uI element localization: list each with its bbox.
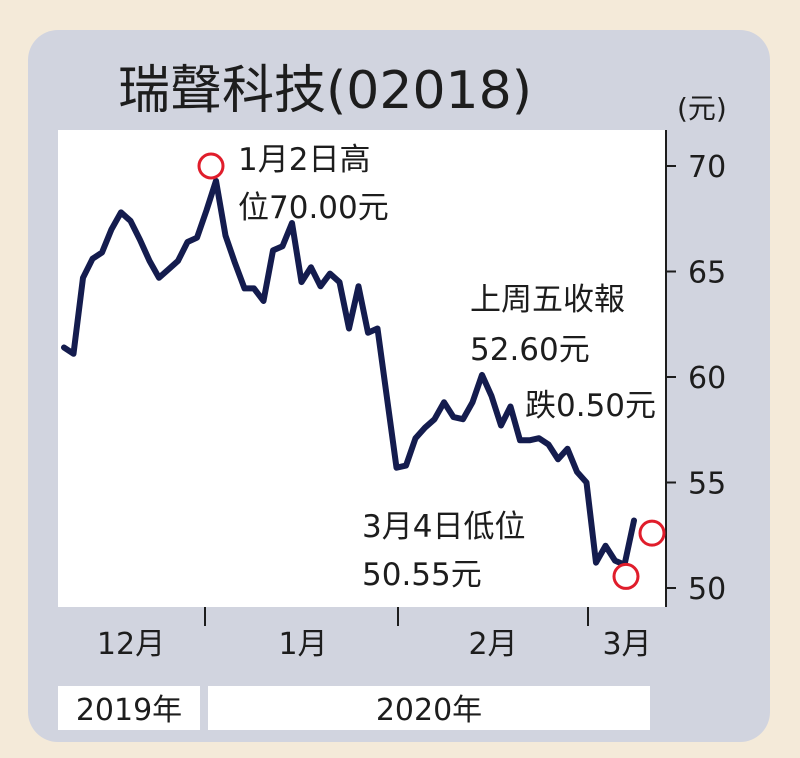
y-axis-ticks: 70 65 60 55 50: [666, 150, 726, 607]
y-tick-label: 65: [688, 256, 726, 291]
year-label-2019: 2019年: [76, 693, 182, 728]
month-label: 3月: [602, 627, 651, 662]
low-annotation-line2: 50.55元: [362, 557, 482, 593]
plot-area: [58, 130, 666, 607]
y-tick-label: 60: [688, 361, 726, 396]
y-tick-label: 55: [688, 467, 726, 502]
month-labels: 12月 1月 2月 3月: [97, 627, 652, 662]
price-line: [61, 177, 637, 568]
high-annotation-line2: 位70.00元: [238, 190, 389, 226]
close-annotation-line1: 上周五收報: [470, 282, 625, 318]
y-axis-unit: (元): [677, 92, 727, 125]
y-tick-label: 50: [688, 572, 726, 607]
close-annotation-line3: 跌0.50元: [525, 388, 656, 424]
month-label: 2月: [468, 627, 517, 662]
year-box-2020: [208, 686, 650, 730]
year-label-2020: 2020年: [376, 693, 482, 728]
month-label: 1月: [278, 627, 327, 662]
y-tick-label: 70: [688, 150, 726, 185]
close-annotation-line2: 52.60元: [470, 332, 590, 368]
chart-title: 瑞聲科技(02018): [118, 61, 532, 121]
low-annotation-line1: 3月4日低位: [362, 509, 525, 545]
high-annotation-line1: 1月2日高: [238, 142, 370, 178]
year-box-2019: [58, 686, 200, 730]
low-point-marker: [612, 562, 640, 590]
month-label: 12月: [97, 627, 165, 662]
high-point-marker: [197, 152, 225, 180]
month-separators: [204, 607, 589, 626]
close-point-marker: [638, 519, 666, 547]
